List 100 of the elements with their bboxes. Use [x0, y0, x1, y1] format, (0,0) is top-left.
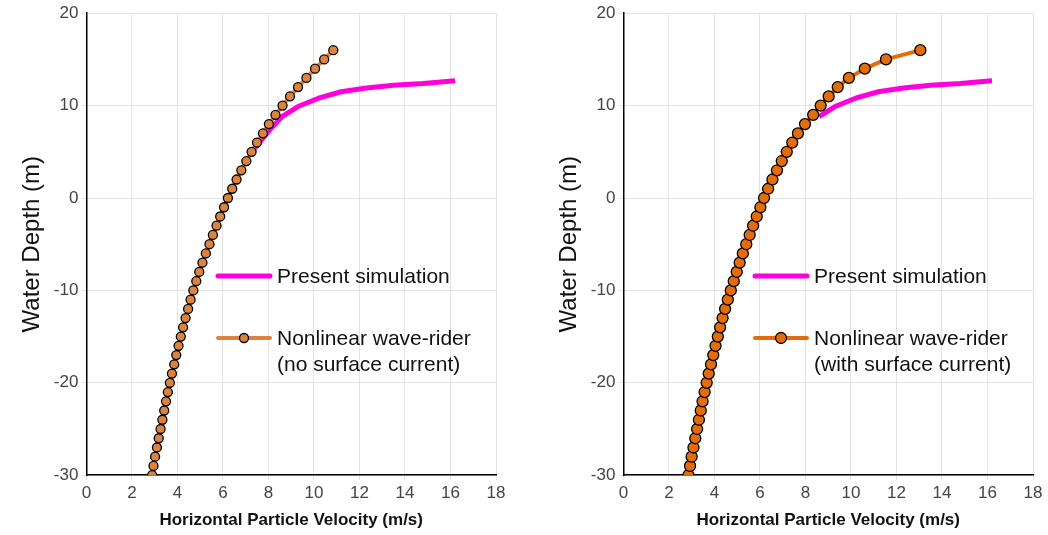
point [807, 108, 820, 121]
point [858, 62, 871, 75]
point [257, 128, 269, 139]
point [151, 442, 163, 453]
point [292, 81, 304, 93]
y-tick-label: -20 [53, 372, 79, 392]
x-tick-label: 18 [1023, 483, 1043, 503]
point [270, 109, 281, 120]
y-tick-label: -10 [590, 280, 616, 300]
point [157, 414, 168, 425]
x-tick-label: 8 [263, 483, 274, 503]
point [721, 293, 734, 306]
point [301, 72, 312, 84]
point [879, 53, 893, 66]
point [162, 386, 173, 398]
point [791, 127, 805, 140]
legend-label: Present simulation [814, 263, 987, 289]
point [207, 229, 219, 241]
point [155, 423, 166, 435]
point [780, 145, 793, 158]
y-tick-label: 10 [596, 95, 616, 115]
x-tick-label: 10 [841, 483, 861, 503]
y-axis-title: Water Depth (m) [554, 155, 582, 333]
point [185, 294, 196, 305]
y-tick-label: -30 [590, 464, 616, 484]
x-tick-label: 0 [81, 483, 92, 503]
point [263, 118, 275, 130]
point [814, 99, 827, 112]
point [236, 165, 247, 176]
x-tick-label: 14 [395, 483, 415, 503]
point [218, 202, 230, 213]
legend-label: Nonlinear wave-rider (no surface current) [277, 325, 472, 377]
x-tick-label: 2 [664, 483, 674, 503]
y-tick-label: 10 [59, 95, 79, 115]
legend-label: Nonlinear wave-rider (with surface current) [814, 325, 1013, 377]
x-axis-title: Horizontal Particle Velocity (m/s) [159, 510, 423, 530]
point [831, 80, 844, 94]
point [159, 405, 170, 416]
point [757, 191, 771, 205]
y-tick-label: 0 [605, 187, 616, 207]
point [277, 100, 288, 111]
point [246, 146, 257, 157]
x-tick-label: 12 [887, 483, 906, 503]
x-tick-label: 0 [618, 483, 629, 503]
point [169, 359, 180, 370]
point [197, 257, 208, 268]
x-tick-label: 6 [218, 483, 228, 503]
point [222, 192, 234, 204]
point [914, 44, 927, 57]
y-tick-label: 20 [596, 2, 616, 22]
point [166, 368, 178, 379]
point [153, 433, 164, 444]
point [750, 210, 763, 223]
point [177, 322, 189, 333]
x-tick-label: 2 [127, 483, 137, 503]
y-tick-label: -30 [53, 464, 79, 484]
point [775, 154, 788, 168]
x-tick-label: 6 [755, 483, 765, 503]
x-tick-label: 14 [932, 483, 952, 503]
point [149, 451, 161, 462]
point [251, 137, 263, 148]
x-tick-label: 18 [486, 483, 506, 503]
point [231, 174, 242, 185]
point [173, 340, 184, 351]
point [770, 164, 784, 177]
y-tick-label: 0 [68, 187, 79, 207]
point [309, 63, 321, 74]
x-tick-label: 12 [350, 483, 369, 503]
point [241, 155, 252, 167]
point [191, 276, 202, 287]
point [284, 91, 296, 102]
point [160, 396, 172, 407]
x-tick-label: 10 [304, 483, 324, 503]
point [200, 248, 211, 259]
point [798, 117, 812, 131]
point [746, 219, 760, 232]
point [180, 312, 191, 324]
x-tick-label: 4 [709, 483, 720, 503]
x-tick-label: 4 [172, 483, 183, 503]
x-tick-label: 8 [800, 483, 811, 503]
point [175, 331, 186, 342]
point [766, 173, 779, 186]
point [148, 460, 159, 472]
point [164, 377, 176, 388]
point [182, 303, 194, 315]
point [328, 45, 339, 56]
point [842, 71, 856, 85]
x-tick-label: 16 [978, 483, 997, 503]
point [194, 266, 205, 278]
point [171, 349, 182, 361]
point [740, 238, 753, 251]
point [227, 183, 238, 194]
y-tick-label: -20 [590, 372, 616, 392]
point [211, 220, 222, 231]
y-tick-label: -10 [53, 280, 79, 300]
point [215, 211, 226, 222]
point [761, 182, 775, 195]
x-tick-label: 16 [441, 483, 460, 503]
point [319, 54, 330, 65]
point [786, 136, 799, 149]
